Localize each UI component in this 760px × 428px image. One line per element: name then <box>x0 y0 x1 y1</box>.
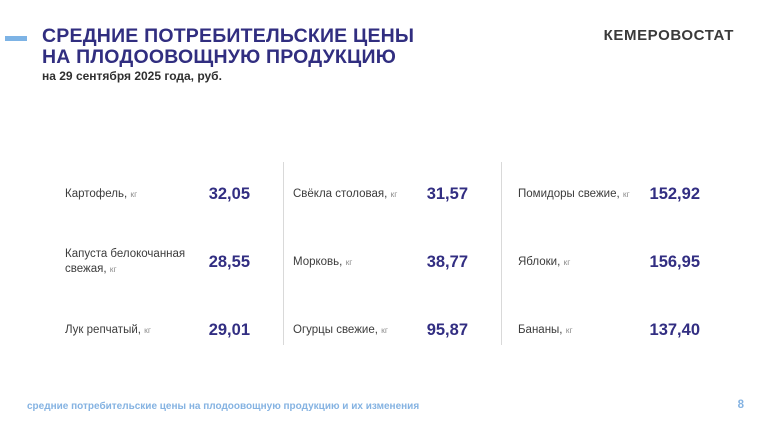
price-value: 95,87 <box>426 320 468 339</box>
product-unit: кг <box>622 188 630 199</box>
product-label: Лук репчатый, кг <box>65 323 151 338</box>
column-divider-2 <box>501 162 502 345</box>
product-unit: кг <box>109 264 117 274</box>
column-divider-1 <box>283 162 284 345</box>
subtitle-date: на 29 сентября 2025 года, руб. <box>42 69 222 83</box>
product-unit: кг <box>390 188 398 199</box>
price-row-apple: Яблоки, кг 156,95 <box>518 228 700 296</box>
price-value: 31,57 <box>426 184 468 203</box>
product-unit: кг <box>565 324 573 335</box>
price-column-2: Свёкла столовая, кг 31,57 Морковь, кг 38… <box>293 160 468 364</box>
price-row-cabbage: Капуста белокочанная свежая, кг 28,55 <box>65 228 250 296</box>
product-name: Капуста белокочанная свежая, <box>65 248 186 275</box>
product-unit: кг <box>345 256 353 267</box>
price-column-1: Картофель, кг 32,05 Капуста белокочанная… <box>65 160 250 364</box>
product-label: Свёкла столовая, кг <box>293 187 397 202</box>
product-name: Свёкла столовая, <box>293 187 388 200</box>
price-value: 38,77 <box>426 252 468 271</box>
product-name: Помидоры свежие, <box>518 187 620 200</box>
product-label: Капуста белокочанная свежая, кг <box>65 247 203 277</box>
product-unit: кг <box>563 256 571 267</box>
product-name: Огурцы свежие, <box>293 323 378 336</box>
product-name: Бананы, <box>518 323 563 336</box>
price-value: 28,55 <box>208 252 250 271</box>
price-row-potato: Картофель, кг 32,05 <box>65 160 250 228</box>
product-name: Морковь, <box>293 255 343 268</box>
price-row-onion: Лук репчатый, кг 29,01 <box>65 296 250 364</box>
price-row-beet: Свёкла столовая, кг 31,57 <box>293 160 468 228</box>
price-value: 152,92 <box>649 184 700 203</box>
product-name: Яблоки, <box>518 255 561 268</box>
price-value: 32,05 <box>208 184 250 203</box>
title-line-1: СРЕДНИЕ ПОТРЕБИТЕЛЬСКИЕ ЦЕНЫ <box>42 25 415 47</box>
price-row-banana: Бананы, кг 137,40 <box>518 296 700 364</box>
page-number: 8 <box>737 399 744 411</box>
product-name: Картофель, <box>65 187 128 200</box>
product-unit: кг <box>144 324 151 335</box>
product-label: Яблоки, кг <box>518 255 570 270</box>
price-column-3: Помидоры свежие, кг 152,92 Яблоки, кг 15… <box>518 160 700 364</box>
product-label: Бананы, кг <box>518 323 573 338</box>
price-row-cucumber: Огурцы свежие, кг 95,87 <box>293 296 468 364</box>
price-value: 156,95 <box>649 252 700 271</box>
product-unit: кг <box>381 324 388 335</box>
product-unit: кг <box>130 188 138 199</box>
product-label: Картофель, кг <box>65 187 137 202</box>
footer-link[interactable]: средние потребительские цены на плодоово… <box>27 401 420 412</box>
price-value: 29,01 <box>208 320 250 339</box>
logo-kemerovostat: КЕМЕРОВОСТАТ <box>603 27 734 44</box>
price-row-tomato: Помидоры свежие, кг 152,92 <box>518 160 700 228</box>
page-title: СРЕДНИЕ ПОТРЕБИТЕЛЬСКИЕ ЦЕНЫ НА ПЛОДООВО… <box>42 26 414 68</box>
price-row-carrot: Морковь, кг 38,77 <box>293 228 468 296</box>
title-line-2: НА ПЛОДООВОЩНУЮ ПРОДУКЦИЮ <box>42 46 397 68</box>
product-label: Огурцы свежие, кг <box>293 323 388 338</box>
accent-bar <box>5 36 27 41</box>
price-value: 137,40 <box>649 320 700 339</box>
product-name: Лук репчатый, <box>65 323 141 336</box>
product-label: Помидоры свежие, кг <box>518 187 630 202</box>
product-label: Морковь, кг <box>293 255 352 270</box>
